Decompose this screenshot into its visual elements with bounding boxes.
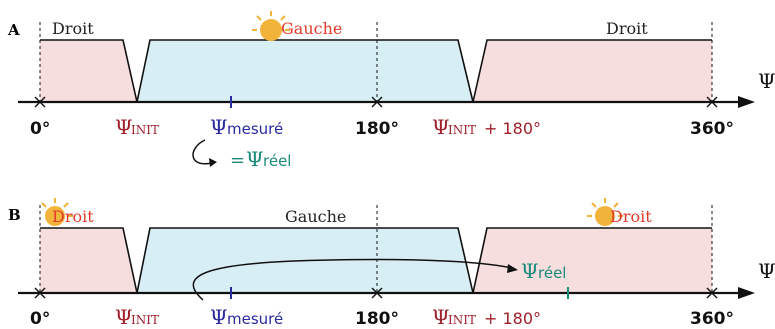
panel-b-tick-180: 180°	[355, 309, 399, 329]
panel-b-tick-mesure-sub: mesuré	[227, 310, 283, 328]
panel-b: B Droit Gauche Droit Ψ	[8, 198, 775, 329]
panel-a-gauche-region	[137, 40, 473, 102]
panel-a-axis-arrow	[738, 96, 755, 108]
panel-b-tick-init-plus-180: + 180°	[484, 309, 541, 328]
panel-a-tick-mesure-symbol: Ψ	[210, 115, 228, 139]
panel-a-crosses	[34, 96, 718, 108]
panel-a-droit-region-left	[40, 40, 137, 102]
panel-a-label-droit-right: Droit	[606, 19, 648, 38]
panel-b-reel-sub: réel	[538, 264, 566, 282]
panel-a-tick-init-sub: INIT	[131, 123, 159, 137]
panel-b-arrow-head	[507, 264, 518, 273]
panel-b-tick-mesure-symbol: Ψ	[210, 305, 228, 329]
panel-b-state-line	[40, 227, 712, 294]
sun-icon	[587, 198, 623, 226]
panel-b-tick-init-symbol: Ψ	[115, 305, 133, 329]
panel-a-axis-symbol: Ψ	[758, 69, 775, 93]
panel-b-axis-arrow	[738, 287, 755, 299]
panel-a-label-droit-left: Droit	[52, 19, 94, 38]
sun-icon	[252, 11, 290, 41]
panel-a-equals: =	[230, 150, 245, 171]
panel-a-state-line	[40, 39, 712, 103]
panel-a-reel-symbol: Ψ	[246, 147, 264, 171]
panel-b-curved-arrow	[192, 258, 513, 301]
panel-b-label-droit-left: Droit	[52, 207, 94, 226]
panel-a-tick-180: 180°	[355, 119, 399, 139]
panel-a-tick-init-plus-180: + 180°	[484, 119, 541, 138]
panel-a-tick-360: 360°	[690, 119, 734, 139]
panel-b-tick-0: 0°	[30, 309, 50, 329]
panel-a-label-gauche: Gauche	[281, 19, 342, 38]
panel-b-axis-symbol: Ψ	[758, 259, 775, 283]
panel-b-label-droit-right: Droit	[610, 207, 652, 226]
panel-b-label-gauche: Gauche	[285, 207, 346, 226]
panel-a-droit-region-right	[473, 40, 712, 102]
panel-a-curved-arrow	[192, 139, 213, 165]
panel-b-tick-init-plus-symbol: Ψ	[432, 305, 450, 329]
panel-b-tick-360: 360°	[690, 309, 734, 329]
panel-b-reel-symbol: Ψ	[521, 259, 539, 283]
sun-icon	[41, 198, 73, 226]
panel-b-droit-region-left	[40, 228, 137, 293]
panel-b-tick-init-sub: INIT	[131, 313, 159, 327]
panel-b-crosses	[34, 287, 718, 299]
panel-b-droit-region-right	[473, 228, 712, 293]
panel-a-reel-sub: réel	[263, 152, 291, 170]
panel-b-tick-init-plus-sub: INIT	[448, 313, 476, 327]
panel-a-label: A	[7, 21, 20, 39]
panel-b-label: B	[8, 206, 21, 224]
panel-a: A Droit Gauche Droit Ψ	[7, 11, 775, 171]
panel-a-tick-0: 0°	[30, 119, 50, 139]
panel-a-tick-init-plus-symbol: Ψ	[432, 115, 450, 139]
panel-a-tick-init-symbol: Ψ	[115, 115, 133, 139]
panel-a-tick-mesure-sub: mesuré	[227, 120, 283, 138]
panel-a-arrow-head	[209, 158, 217, 167]
panel-a-tick-init-plus-sub: INIT	[448, 123, 476, 137]
